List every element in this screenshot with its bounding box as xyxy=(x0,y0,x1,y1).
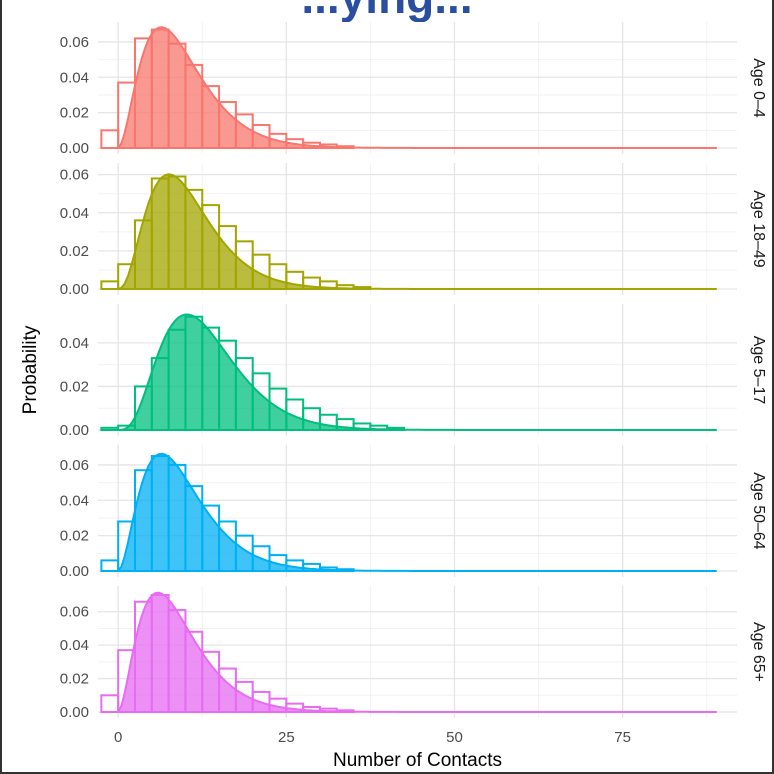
page-title: ...ying... xyxy=(2,0,772,24)
facet-strip-label: Age 18–49 xyxy=(750,190,767,268)
density-line xyxy=(108,313,717,431)
y-tick-label: 0.02 xyxy=(60,105,89,122)
y-tick-label: 0.00 xyxy=(60,563,89,580)
density-area xyxy=(108,314,717,430)
x-tick-label: 75 xyxy=(614,729,631,746)
y-tick-label: 0.04 xyxy=(60,205,89,222)
y-tick-label: 0.02 xyxy=(60,378,89,395)
histogram-bar xyxy=(335,709,355,714)
facet-strip-label: Age 0–4 xyxy=(750,58,767,118)
panel-3: 0.00 0.02 0.04 0.06 Age 50–64 xyxy=(60,445,767,580)
y-tick-label: 0.04 xyxy=(60,69,89,86)
histogram-bar xyxy=(386,426,406,432)
facet-strip-label: Age 65+ xyxy=(750,622,767,682)
histogram-bar xyxy=(335,568,355,572)
y-tick-label: 0.02 xyxy=(60,528,89,545)
y-tick-label: 0.06 xyxy=(60,604,89,621)
y-tick-label: 0.04 xyxy=(60,335,89,352)
histogram-bar xyxy=(352,286,372,290)
y-tick-label: 0.00 xyxy=(60,140,89,157)
y-tick-label: 0.00 xyxy=(60,281,89,298)
facet-strip-label: Age 50–64 xyxy=(750,472,767,550)
x-tick-label: 25 xyxy=(278,729,295,746)
y-tick-label: 0.06 xyxy=(60,34,89,51)
x-axis-title: Number of Contacts xyxy=(333,750,502,771)
density-line xyxy=(108,173,717,290)
density-line xyxy=(108,452,717,572)
density-line xyxy=(108,26,717,149)
x-tick-label: 50 xyxy=(446,729,463,746)
facet-strip-label: Age 5–17 xyxy=(750,336,767,405)
density-line xyxy=(108,591,717,713)
y-tick-label: 0.02 xyxy=(60,671,89,688)
y-tick-label: 0.04 xyxy=(60,492,89,509)
y-tick-label: 0.00 xyxy=(60,422,89,439)
y-tick-label: 0.06 xyxy=(60,457,89,474)
panel-0: 0.00 0.02 0.04 0.06 Age 0–4 xyxy=(60,22,767,157)
panel-2: 0.00 0.02 0.04 Age 5–17 xyxy=(60,304,767,439)
y-axis-title: Probability xyxy=(20,325,41,414)
y-tick-label: 0.02 xyxy=(60,243,89,260)
y-tick-label: 0.00 xyxy=(60,704,89,721)
x-tick-label: 0 xyxy=(114,729,122,746)
y-tick-label: 0.06 xyxy=(60,167,89,184)
panel-1: 0.00 0.02 0.04 0.06 Age 18–49 xyxy=(60,163,767,298)
histogram-bar xyxy=(335,145,355,150)
y-tick-label: 0.04 xyxy=(60,637,89,654)
panel-4: 0.00 0.02 0.04 0.06 Age 65+ xyxy=(60,586,767,721)
